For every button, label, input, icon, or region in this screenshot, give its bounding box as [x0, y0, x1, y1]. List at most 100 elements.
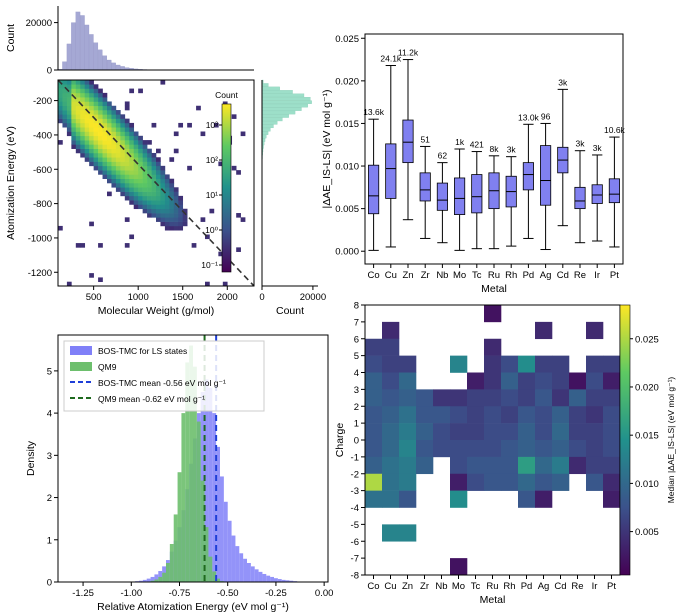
charge-cell — [603, 389, 621, 407]
hist2d-cell — [147, 140, 152, 145]
charge-cell — [365, 389, 383, 407]
hist2d-cell — [58, 88, 63, 94]
hist2d-cell — [71, 92, 77, 98]
hist2d-cell — [62, 114, 68, 119]
hist2d-cell — [115, 183, 121, 188]
right-marginal-bar — [261, 121, 278, 125]
boxplot-y-tick-label: 0.020 — [335, 76, 359, 87]
charge-cell — [382, 423, 400, 441]
hist2d-cell — [124, 161, 130, 167]
hist2d-cell — [75, 131, 81, 137]
hist2d-cell — [102, 170, 108, 175]
hist2d-cell — [124, 144, 130, 149]
hist2d-cell — [58, 97, 63, 102]
hist2d-cell — [102, 110, 108, 115]
hist2d-cell — [93, 88, 99, 94]
hist2d-cell — [75, 127, 81, 132]
charge-cell — [535, 406, 553, 424]
charge-cell — [399, 524, 417, 542]
hist2d-cell — [98, 152, 103, 158]
hist2d-cell — [133, 140, 139, 145]
charge-x-tick-label: Re — [571, 581, 583, 592]
density-bar — [185, 362, 190, 582]
box-count-label: 96 — [541, 111, 551, 121]
box-iqr — [368, 164, 380, 215]
charge-x-tick-label: Ir — [592, 581, 598, 592]
hist2d-cell — [133, 183, 139, 188]
hist2d-cell — [58, 105, 63, 111]
hist2d-cell — [120, 148, 126, 154]
hist2d-cell — [98, 131, 103, 137]
charge-cell — [484, 389, 502, 407]
hist2d-cell — [102, 152, 108, 158]
top-marginal-bar — [71, 22, 76, 71]
hist2d-cell — [147, 187, 152, 192]
density-x-tick-label: -1.00 — [120, 588, 142, 599]
hist2d-cell — [115, 127, 121, 132]
right-marginal-bar — [261, 93, 305, 98]
hist2d-cell — [120, 183, 126, 188]
density-bar — [258, 571, 263, 582]
top-marginal-bar — [75, 11, 81, 71]
hist2d-cell — [107, 170, 112, 175]
hist2d-cell — [120, 114, 126, 119]
hist2d-cell — [75, 88, 81, 94]
hist2d-cell — [240, 131, 246, 137]
hist2d-cell — [111, 114, 117, 119]
density-xlabel: Relative Atomization Energy (eV mol g⁻¹) — [97, 601, 289, 612]
hist2d-cell — [115, 178, 121, 184]
boxplot-x-tick-label: Co — [368, 270, 380, 281]
hist2d-cell — [124, 118, 130, 124]
charge-cell — [365, 440, 383, 458]
top-marginal-bar — [89, 34, 94, 71]
charge-y-tick-label: 3 — [354, 385, 359, 396]
density-bar — [212, 413, 217, 582]
hist2d-cell — [138, 191, 143, 197]
hist2d-cell — [231, 165, 237, 171]
charge-colorbar-tick-label: 0.005 — [635, 527, 659, 538]
box-count-label: 3k — [507, 145, 517, 155]
hist2d-cell — [147, 178, 152, 184]
density-legend-swatch — [70, 362, 92, 371]
hist2d-cell — [98, 243, 103, 248]
hist2d-cell — [89, 92, 94, 98]
hist2d-cell — [151, 208, 157, 214]
hist2d-cell — [71, 140, 77, 145]
hist2d-cell — [218, 161, 224, 167]
hist2d-cell — [75, 144, 81, 149]
hist2d-cell — [93, 114, 99, 119]
hist2d-cell — [75, 92, 81, 98]
box-iqr — [608, 178, 620, 204]
hist2d-cell — [93, 135, 99, 141]
density-bar — [266, 575, 271, 582]
hist2d-x-tick-label: 1000 — [128, 292, 149, 303]
boxplot-y-tick-label: 0.015 — [335, 119, 359, 130]
hist2d-cell — [124, 131, 130, 137]
hist2d-cell — [93, 97, 99, 102]
charge-cell — [484, 456, 502, 475]
density-bar — [262, 573, 267, 582]
hist2d-cell — [75, 148, 81, 154]
hist2d-cell — [147, 204, 152, 210]
hist2d-cell — [222, 281, 228, 287]
hist2d-cell — [156, 195, 161, 201]
hist2d-cell — [80, 88, 86, 94]
hist2d-cell — [156, 161, 161, 167]
hist2d-cell — [71, 88, 77, 94]
charge-cell — [484, 440, 502, 458]
hist2d-cell — [120, 152, 126, 158]
hist2d-cell — [102, 140, 108, 145]
density-bar — [216, 578, 220, 582]
hist2d-cell — [89, 84, 94, 89]
charge-cell — [399, 440, 417, 458]
hist2d-cell — [71, 114, 77, 119]
hist2d-cell — [89, 148, 94, 154]
charge-y-tick-label: 7 — [354, 317, 359, 328]
charge-cell — [535, 372, 553, 390]
hist2d-cell — [107, 110, 112, 115]
hist2d-cell — [102, 127, 108, 132]
charge-cell — [450, 473, 468, 491]
hist2d-cell — [111, 152, 117, 158]
hist2d-cell — [147, 157, 152, 162]
hist2d-cell — [147, 148, 152, 154]
